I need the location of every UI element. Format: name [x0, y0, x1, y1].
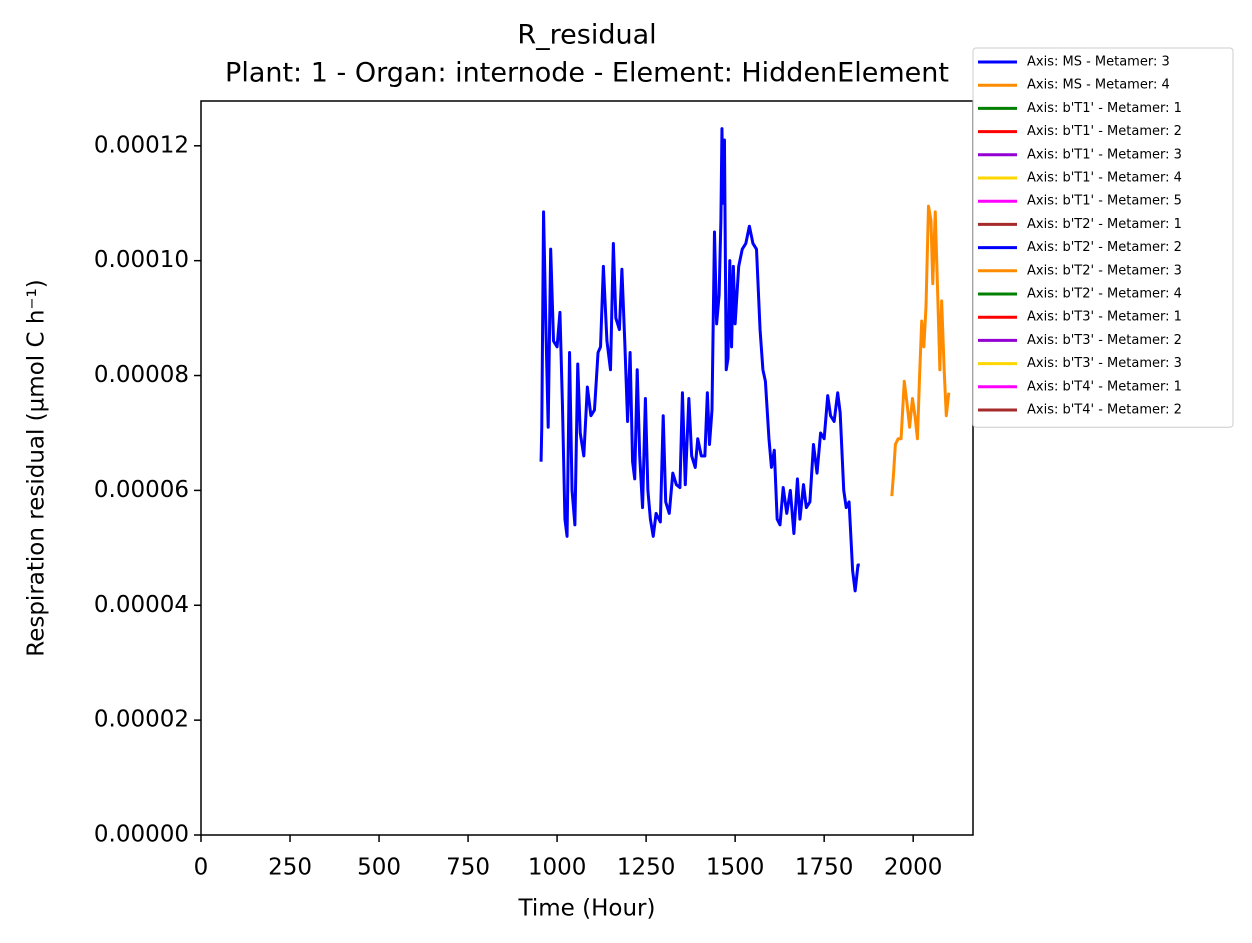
x-tick-label: 1750 — [795, 855, 854, 881]
data-line — [890, 204, 951, 497]
legend-label: Axis: b'T2' - Metamer: 4 — [1027, 287, 1182, 302]
legend-label: Axis: b'T1' - Metamer: 5 — [1027, 194, 1182, 209]
legend-label: Axis: b'T3' - Metamer: 2 — [1027, 333, 1182, 348]
legend-label: Axis: b'T3' - Metamer: 1 — [1027, 310, 1182, 325]
legend-label: Axis: b'T1' - Metamer: 4 — [1027, 171, 1182, 186]
legend-label: Axis: MS - Metamer: 3 — [1027, 55, 1170, 70]
x-tick-label: 2000 — [884, 855, 943, 881]
y-tick-label: 0.00008 — [94, 362, 189, 388]
legend-label: Axis: b'T1' - Metamer: 2 — [1027, 124, 1182, 139]
legend-label: Axis: b'T2' - Metamer: 2 — [1027, 240, 1182, 255]
y-tick-label: 0.00002 — [94, 707, 189, 733]
legend-label: Axis: b'T2' - Metamer: 3 — [1027, 263, 1182, 278]
legend-label: Axis: b'T3' - Metamer: 3 — [1027, 356, 1182, 371]
x-tick-label: 1500 — [706, 855, 765, 881]
legend-label: Axis: b'T1' - Metamer: 3 — [1027, 147, 1182, 162]
x-tick-label: 1250 — [617, 855, 676, 881]
y-tick-label: 0.00012 — [94, 132, 189, 158]
y-tick-label: 0.00004 — [94, 592, 189, 618]
x-tick-label: 0 — [194, 855, 209, 881]
legend-label: Axis: MS - Metamer: 4 — [1027, 78, 1170, 93]
x-tick-label: 1000 — [528, 855, 587, 881]
x-tick-label: 500 — [357, 855, 401, 881]
plot-frame — [200, 100, 974, 836]
x-axis-label: Time (Hour) — [518, 896, 656, 922]
legend-label: Axis: b'T2' - Metamer: 1 — [1027, 217, 1182, 232]
y-tick-label: 0.00010 — [94, 247, 189, 273]
legend-label: Axis: b'T4' - Metamer: 2 — [1027, 403, 1182, 418]
legend-box — [972, 47, 1234, 428]
legend-label: Axis: b'T1' - Metamer: 1 — [1027, 101, 1182, 116]
x-tick-label: 250 — [268, 855, 312, 881]
y-axis-label: Respiration residual (µmol C h⁻¹) — [24, 279, 50, 657]
chart-subtitle: Plant: 1 - Organ: internode - Element: H… — [225, 58, 949, 89]
y-tick-label: 0.00000 — [94, 822, 189, 848]
data-line — [539, 127, 860, 593]
x-tick-label: 750 — [446, 855, 490, 881]
legend-label: Axis: b'T4' - Metamer: 1 — [1027, 379, 1182, 394]
chart-title: R_residual — [517, 20, 656, 51]
y-tick-label: 0.00006 — [94, 477, 189, 503]
